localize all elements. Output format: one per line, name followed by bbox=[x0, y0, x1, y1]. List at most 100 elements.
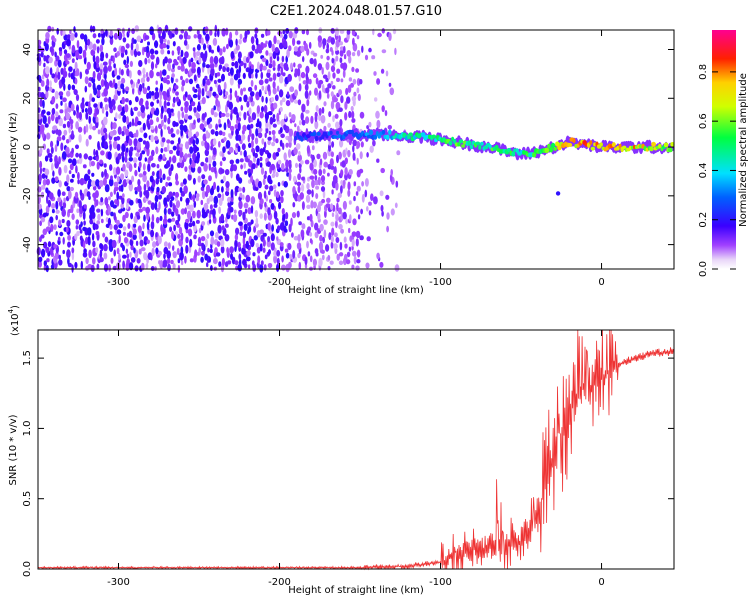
heatmap-noise-cell bbox=[376, 119, 381, 129]
heatmap-noise-cell bbox=[123, 59, 127, 66]
heatmap-noise-cell bbox=[270, 202, 275, 210]
heatmap-noise-cell bbox=[195, 146, 199, 152]
heatmap-noise-cell bbox=[162, 153, 166, 160]
heatmap-noise-cell bbox=[151, 32, 156, 41]
heatmap-noise-cell bbox=[277, 182, 281, 187]
heatmap-noise-cell bbox=[266, 161, 271, 168]
heatmap-noise-cell bbox=[291, 114, 296, 121]
heatmap-noise-cell bbox=[221, 193, 225, 201]
heatmap-noise-cell bbox=[62, 70, 68, 78]
heatmap-noise-cell bbox=[146, 118, 150, 128]
heatmap-noise-cell bbox=[45, 178, 51, 186]
heatmap-noise-cell bbox=[145, 189, 150, 199]
heatmap-noise-cell bbox=[138, 208, 143, 213]
heatmap-noise-cell bbox=[310, 115, 314, 124]
heatmap-noise-cell bbox=[36, 74, 42, 81]
heatmap-noise-cell bbox=[161, 30, 166, 40]
heatmap-noise-cell bbox=[60, 100, 63, 106]
heatmap-noise-cell bbox=[218, 197, 223, 207]
heatmap-noise-cell bbox=[301, 183, 305, 192]
heatmap-noise-cell bbox=[94, 190, 99, 199]
heatmap-noise-cell bbox=[317, 176, 321, 186]
heatmap-noise-cell bbox=[221, 257, 225, 267]
heatmap-noise-cell bbox=[157, 27, 163, 35]
heatmap-noise-cell bbox=[49, 80, 52, 87]
heatmap-noise-cell bbox=[113, 212, 116, 221]
heatmap-xtick-label: -300 bbox=[107, 277, 130, 288]
heatmap-noise-cell bbox=[230, 171, 233, 179]
heatmap-noise-cell bbox=[171, 68, 175, 73]
heatmap-noise-cell bbox=[45, 246, 50, 254]
heatmap-noise-cell bbox=[199, 123, 205, 130]
heatmap-noise-cell bbox=[195, 83, 200, 89]
snr-series-line bbox=[37, 329, 674, 571]
heatmap-noise-cell bbox=[120, 184, 124, 193]
heatmap-noise-cell bbox=[213, 195, 219, 205]
heatmap-noise-cell bbox=[355, 191, 359, 196]
heatmap-noise-cell bbox=[63, 67, 66, 72]
heatmap-noise-cell bbox=[49, 216, 54, 224]
heatmap-noise-cell bbox=[138, 248, 142, 255]
heatmap-noise-cell bbox=[356, 157, 359, 165]
heatmap-noise-cell bbox=[200, 51, 204, 59]
heatmap-noise-cell bbox=[126, 116, 129, 125]
heatmap-noise-cell bbox=[305, 72, 309, 80]
heatmap-noise-cell bbox=[126, 253, 130, 259]
heatmap-noise-cell bbox=[193, 119, 196, 125]
heatmap-noise-cell bbox=[87, 38, 91, 46]
heatmap-noise-cell bbox=[242, 124, 247, 132]
heatmap-noise-cell bbox=[230, 51, 235, 59]
heatmap-noise-cell bbox=[348, 200, 352, 205]
heatmap-noise-cell bbox=[338, 260, 344, 266]
snr-xlabel: Height of straight line (km) bbox=[288, 585, 424, 596]
heatmap-noise-cell bbox=[51, 96, 56, 104]
heatmap-noise-cell bbox=[318, 114, 322, 121]
heatmap-noise-cell bbox=[147, 41, 150, 46]
heatmap-noise-cell bbox=[294, 89, 298, 97]
heatmap-noise-cell bbox=[67, 158, 73, 164]
heatmap-noise-cell bbox=[318, 241, 324, 251]
heatmap-noise-cell bbox=[188, 228, 193, 237]
heatmap-noise-cell bbox=[188, 78, 194, 85]
heatmap-noise-cell bbox=[174, 122, 179, 127]
heatmap-noise-cell bbox=[127, 223, 131, 229]
heatmap-noise-cell bbox=[220, 56, 225, 65]
colorbar-gradient bbox=[712, 30, 736, 269]
heatmap-noise-cell bbox=[192, 94, 198, 99]
heatmap-noise-cell bbox=[301, 201, 305, 211]
heatmap-noise-cell bbox=[274, 94, 279, 102]
heatmap-noise-cell bbox=[83, 125, 87, 135]
heatmap-noise-cell bbox=[179, 251, 184, 261]
heatmap-noise-cell bbox=[196, 209, 201, 219]
heatmap-noise-cell bbox=[212, 160, 217, 168]
heatmap-noise-cell bbox=[333, 166, 337, 175]
heatmap-noise-cell bbox=[53, 244, 58, 249]
heatmap-noise-cell bbox=[195, 219, 200, 224]
heatmap-noise-cell bbox=[139, 190, 143, 198]
heatmap-noise-cell bbox=[157, 235, 162, 245]
heatmap-noise-cell bbox=[58, 47, 63, 52]
heatmap-noise-cell bbox=[235, 128, 240, 137]
heatmap-noise-cell bbox=[99, 101, 103, 109]
heatmap-noise-cell bbox=[66, 34, 72, 40]
heatmap-noise-cell bbox=[163, 147, 168, 152]
heatmap-noise-cell bbox=[71, 251, 75, 261]
heatmap-noise-cell bbox=[311, 145, 315, 151]
heatmap-noise-cell bbox=[185, 197, 190, 204]
heatmap-noise-cell bbox=[204, 140, 208, 149]
heatmap-noise-cell bbox=[229, 77, 234, 86]
heatmap-noise-cell bbox=[160, 231, 164, 237]
heatmap-noise-cell bbox=[373, 196, 378, 205]
heatmap-noise-cell bbox=[312, 258, 317, 267]
heatmap-signal-cell bbox=[663, 142, 669, 148]
heatmap-noise-cell bbox=[314, 87, 318, 96]
heatmap-noise-cell bbox=[45, 187, 49, 194]
heatmap-noise-cell bbox=[51, 162, 54, 171]
heatmap-noise-cell bbox=[272, 114, 276, 119]
heatmap-noise-cell bbox=[92, 82, 96, 91]
heatmap-noise-cell bbox=[222, 131, 226, 136]
heatmap-noise-cell bbox=[242, 258, 247, 266]
heatmap-noise-cell bbox=[121, 196, 125, 205]
heatmap-noise-cell bbox=[85, 123, 89, 133]
heatmap-noise-cell bbox=[144, 57, 148, 65]
